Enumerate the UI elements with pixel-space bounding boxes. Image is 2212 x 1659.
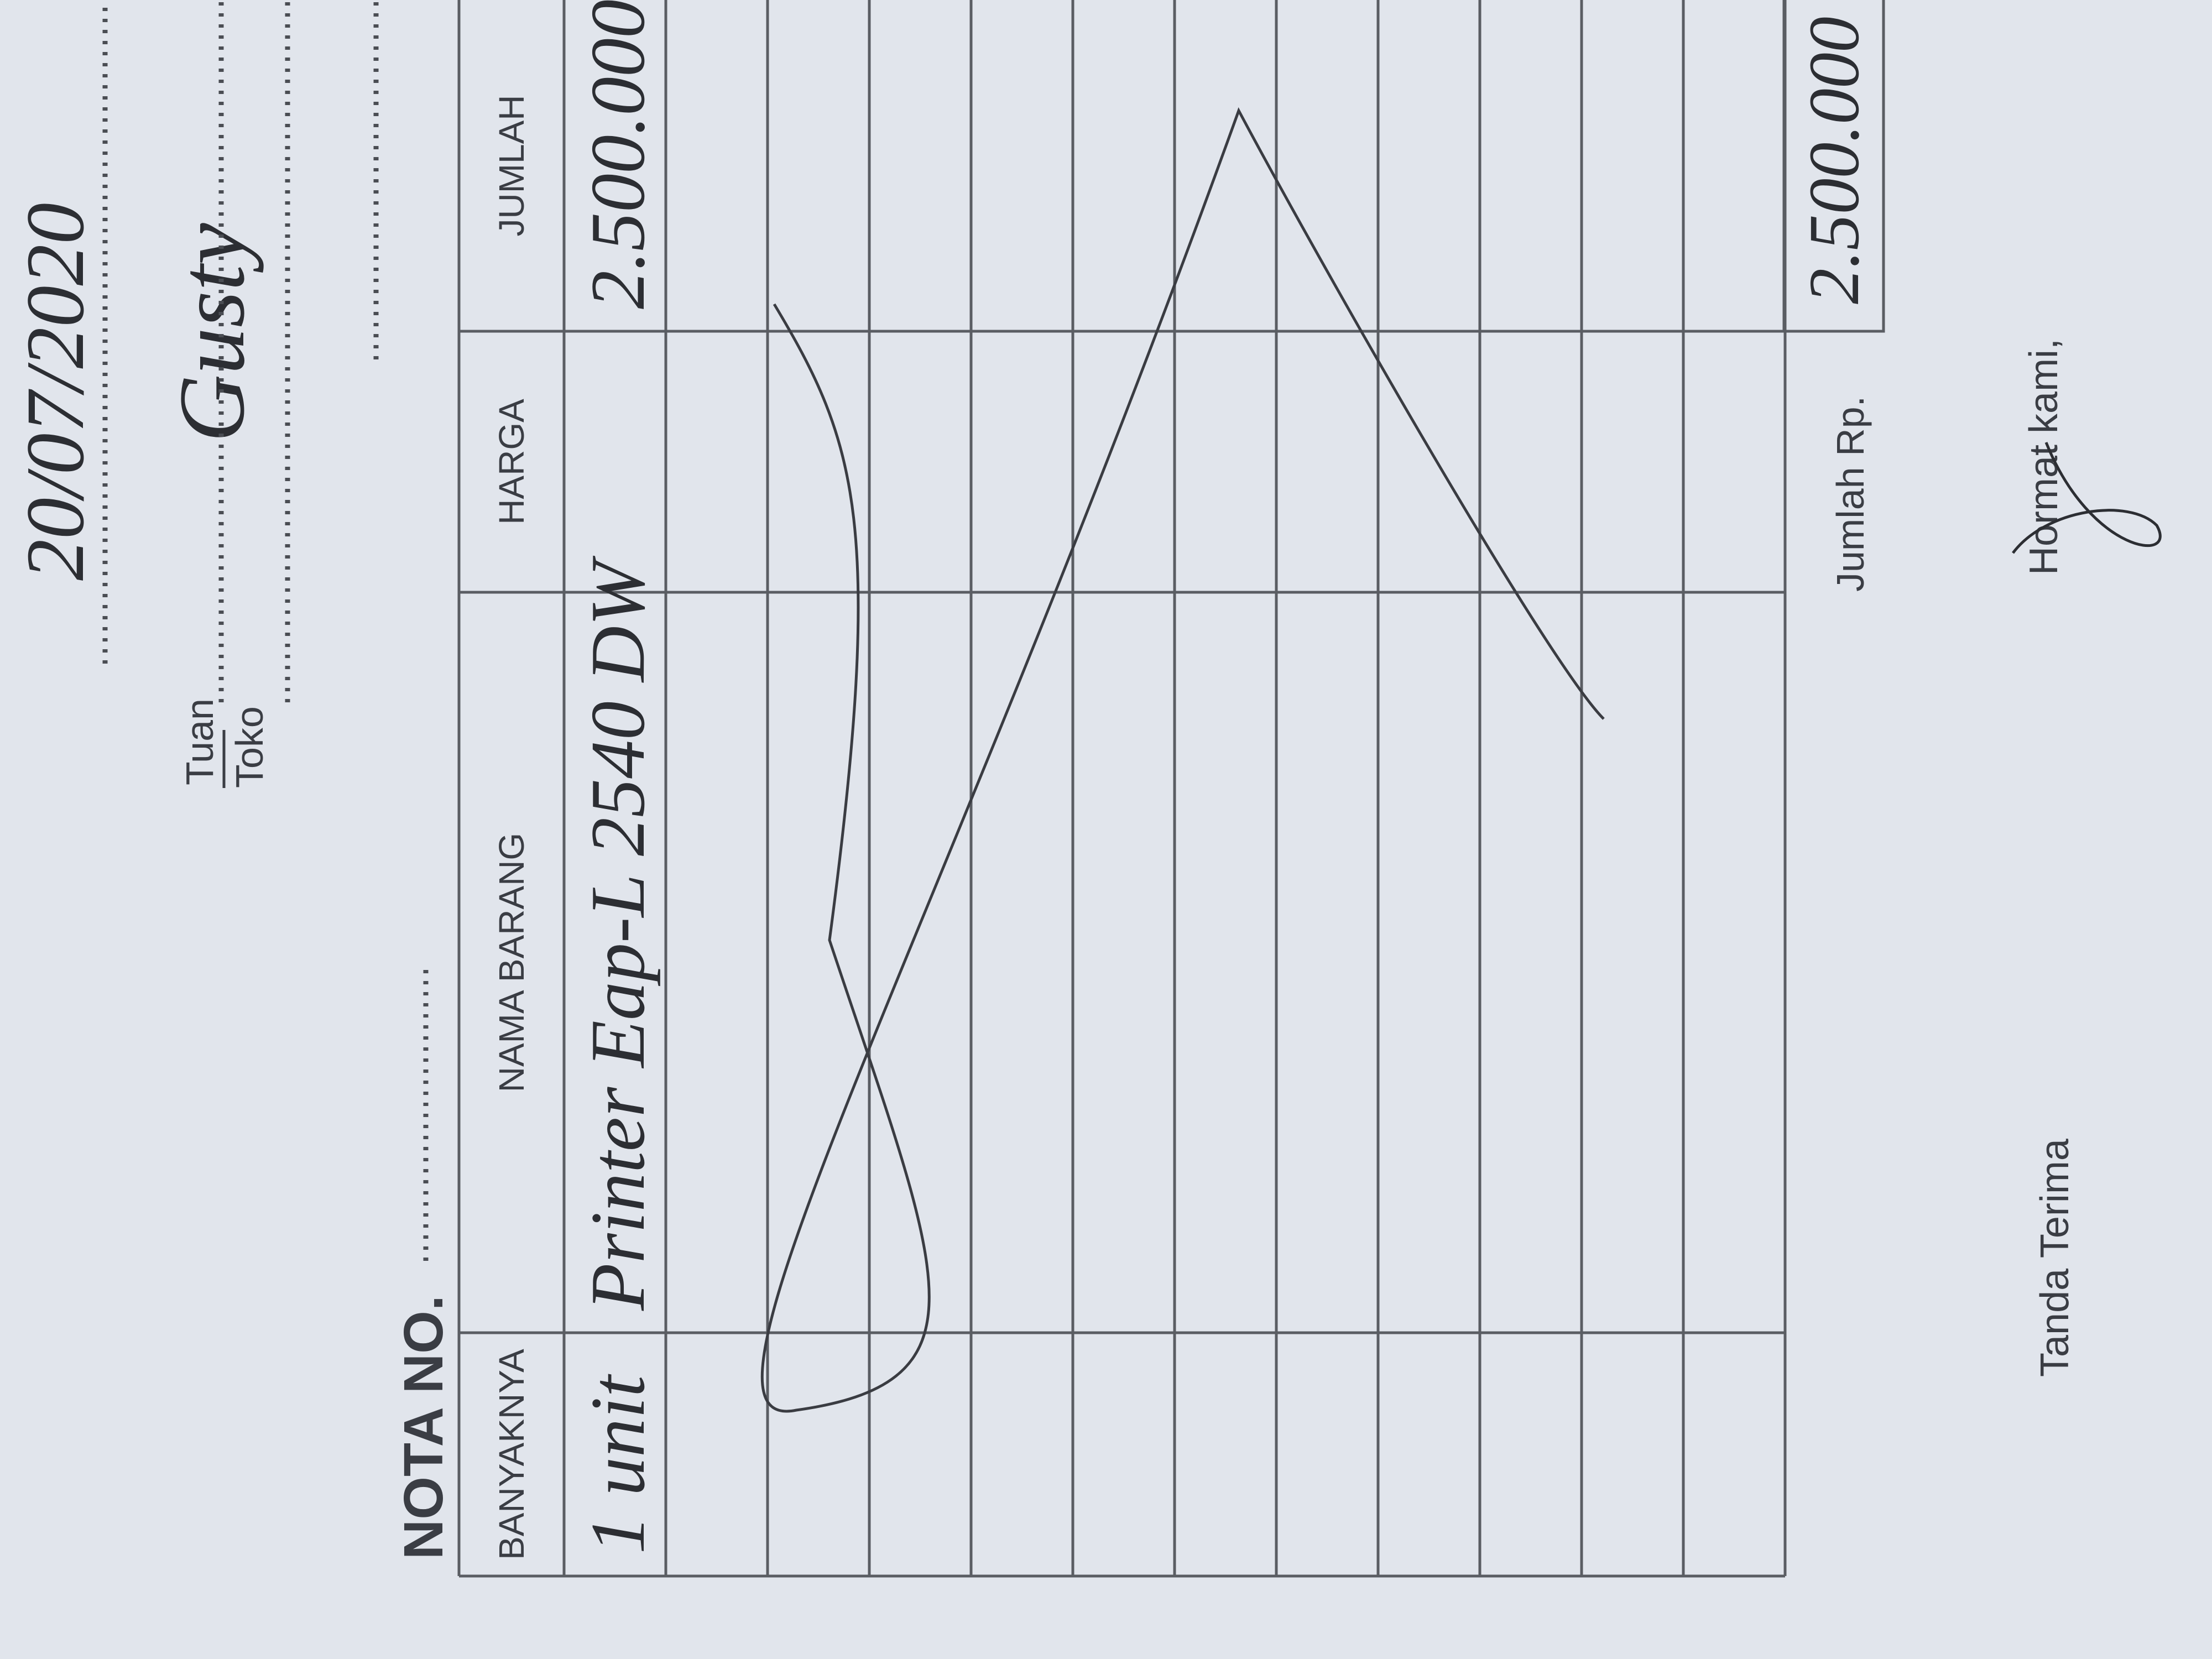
customer-name: Gusty <box>160 223 264 442</box>
column-header: NAMA BARANG <box>492 833 531 1092</box>
cell: 2.500.000 <box>575 0 661 309</box>
signature <box>2012 442 2162 554</box>
customer-label: Toko <box>228 706 271 788</box>
date: 20/07/2020 <box>9 203 101 581</box>
scribble <box>760 107 1605 1413</box>
total-value: 2.500.000 <box>1794 17 1874 304</box>
customer-label: Tuan <box>178 698 221 785</box>
total-label: Jumlah Rp. <box>1829 396 1872 592</box>
nota-label: NOTA NO. <box>393 1295 455 1559</box>
receipt: 20/07/2020 Tuan Toko Gusty NOTA NO. BANY… <box>9 0 2162 1578</box>
column-header: HARGA <box>492 399 531 525</box>
sender-label: Hormat kami, <box>2022 338 2066 575</box>
total-box <box>1782 0 1885 333</box>
column-header: JUMLAH <box>492 95 531 236</box>
receiver-label: Tanda Terima <box>2033 1138 2077 1377</box>
cell: 1 unit <box>575 1374 661 1554</box>
column-header: BANYAKNYA <box>492 1349 531 1560</box>
table: BANYAKNYA NAMA BARANG HARGA JUMLAH 1 unit Pri… <box>457 0 1787 1578</box>
cell: Printer Eap-L 2540 DW <box>575 555 661 1311</box>
